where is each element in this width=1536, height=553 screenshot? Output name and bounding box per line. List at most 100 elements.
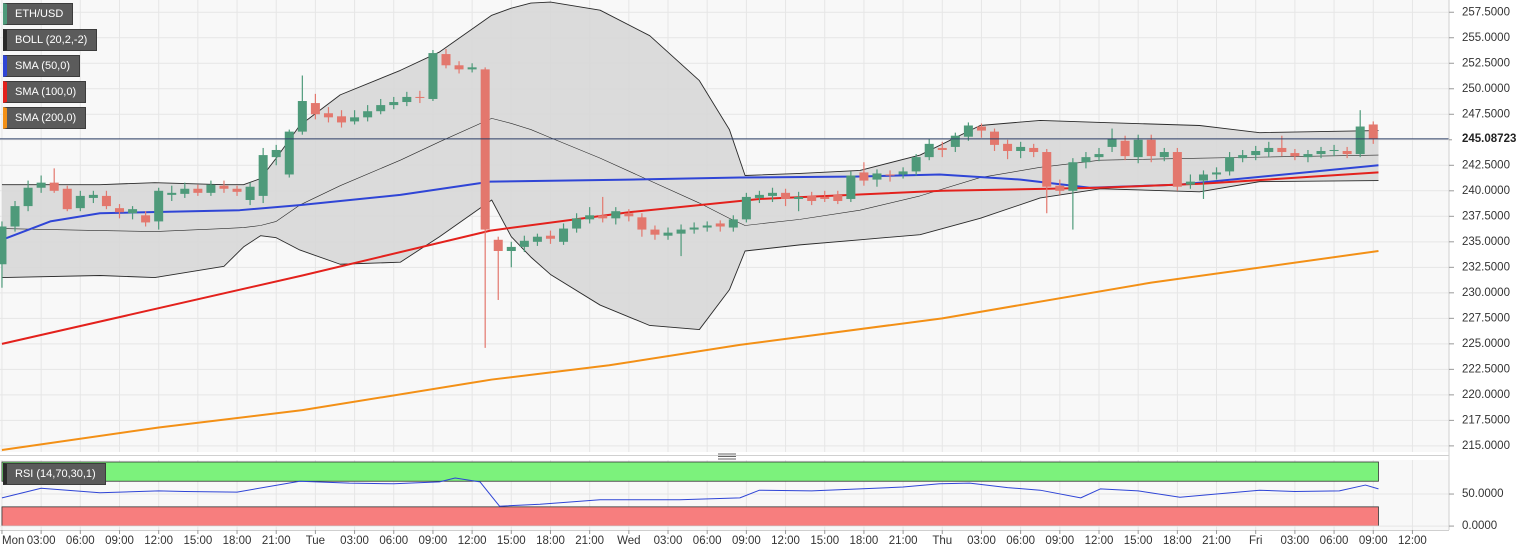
rsi-tick-label: 50.0000 — [1462, 488, 1504, 500]
candle-body — [454, 65, 464, 70]
candle-body — [506, 246, 516, 251]
candle-body — [310, 103, 320, 115]
candle-body — [559, 228, 569, 242]
candle-body — [284, 131, 294, 175]
candle-body — [1303, 154, 1313, 158]
x-tick-label: Fri — [1249, 535, 1262, 547]
candle-body — [689, 227, 699, 230]
x-tick-label: 09:00 — [105, 535, 134, 547]
candle-body — [167, 192, 177, 195]
y-tick-label: 220.0000 — [1462, 389, 1510, 401]
candle-body — [1225, 157, 1235, 172]
candle-body — [885, 174, 895, 176]
legend-entry[interactable]: SMA (100,0) — [3, 81, 87, 103]
x-tick-label: Mon — [2, 535, 24, 547]
candle-body — [650, 229, 660, 235]
candle-body — [323, 113, 333, 118]
candle-body — [415, 96, 425, 98]
candle-body — [1107, 138, 1117, 147]
legend-label: SMA (200,0) — [15, 112, 77, 124]
y-tick-label: 225.0000 — [1462, 338, 1510, 350]
candle-body — [193, 188, 203, 193]
rsi-zone — [1, 461, 1379, 482]
x-tick-label: 09:00 — [1045, 535, 1074, 547]
candle-body — [271, 149, 281, 158]
x-tick-label: 12:00 — [1085, 535, 1114, 547]
x-tick-label: 09:00 — [732, 535, 761, 547]
x-tick-label: 18:00 — [850, 535, 879, 547]
candle-body — [36, 182, 46, 188]
x-tick-label: 06:00 — [1006, 535, 1035, 547]
candle-body — [976, 126, 986, 131]
x-tick-label: 06:00 — [379, 535, 408, 547]
candle-body — [232, 188, 242, 192]
y-tick-label: 232.5000 — [1462, 261, 1510, 273]
y-tick-label: 217.5000 — [1462, 414, 1510, 426]
candle-body — [1251, 151, 1261, 156]
bollinger-lower — [1, 180, 1379, 331]
candle-body — [88, 194, 98, 198]
x-tick-label: 15:00 — [183, 535, 212, 547]
candle-body — [1016, 146, 1026, 152]
y-tick-label: 240.0000 — [1462, 185, 1510, 197]
candle-body — [350, 117, 360, 122]
candle-body — [1172, 152, 1182, 187]
candle-body — [402, 96, 412, 103]
candle-body — [1055, 185, 1065, 191]
candle-body — [990, 131, 1000, 145]
candle-body — [963, 125, 973, 137]
y-tick-label: 257.5000 — [1462, 6, 1510, 18]
candle-body — [1198, 174, 1208, 181]
x-tick-label: 09:00 — [419, 535, 448, 547]
candle-body — [0, 226, 7, 265]
candle-body — [154, 190, 164, 222]
rsi-line — [1, 477, 1379, 507]
candle-body — [1212, 172, 1222, 175]
candle-body — [141, 215, 151, 223]
bollinger-fill — [1, 2, 1379, 330]
candle-body — [480, 69, 490, 230]
x-tick-label: 03:00 — [340, 535, 369, 547]
x-tick-label: 21:00 — [575, 535, 604, 547]
candle-body — [1146, 139, 1156, 157]
x-tick-label: 15:00 — [497, 535, 526, 547]
pane-resize-handle[interactable] — [718, 453, 736, 460]
main-plot — [0, 1, 1449, 451]
candle-body — [1029, 147, 1039, 153]
legend-entry[interactable]: SMA (200,0) — [3, 107, 87, 129]
x-tick-label: 21:00 — [889, 535, 918, 547]
candle-body — [1042, 152, 1052, 187]
bollinger-middle — [1, 118, 1379, 232]
candle-body — [807, 195, 817, 202]
candle-body — [833, 194, 843, 202]
y-tick-label: 235.0000 — [1462, 236, 1510, 248]
candle-body — [114, 208, 124, 213]
legend-label: SMA (100,0) — [15, 86, 77, 98]
candle-body — [598, 215, 608, 219]
y-tick-label: 237.5000 — [1462, 210, 1510, 222]
indicator-line — [1, 250, 1379, 451]
x-tick-label: 03:00 — [1281, 535, 1310, 547]
candle-body — [1316, 151, 1326, 155]
candle-body — [572, 218, 582, 229]
legend-entry[interactable]: RSI (14,70,30,1) — [3, 463, 106, 485]
candle-body — [532, 236, 542, 242]
x-tick-label: 21:00 — [1202, 535, 1231, 547]
legend-entry[interactable]: ETH/USD — [3, 3, 74, 25]
candle-body — [1159, 152, 1169, 158]
candle-body — [545, 235, 555, 239]
y-tick-label: 230.0000 — [1462, 287, 1510, 299]
candle-body — [128, 209, 138, 214]
candle-body — [467, 67, 477, 70]
legend-entry[interactable]: SMA (50,0) — [3, 55, 81, 77]
x-tick-label: 18:00 — [536, 535, 565, 547]
candle-body — [676, 229, 686, 234]
legend-entry[interactable]: BOLL (20,2,-2) — [3, 29, 98, 51]
x-tick-label: 06:00 — [693, 535, 722, 547]
candle-body — [1094, 154, 1104, 158]
y-tick-label: 227.5000 — [1462, 312, 1510, 324]
candle-body — [741, 196, 751, 220]
candle-body — [258, 155, 268, 196]
candle-body — [245, 186, 255, 200]
